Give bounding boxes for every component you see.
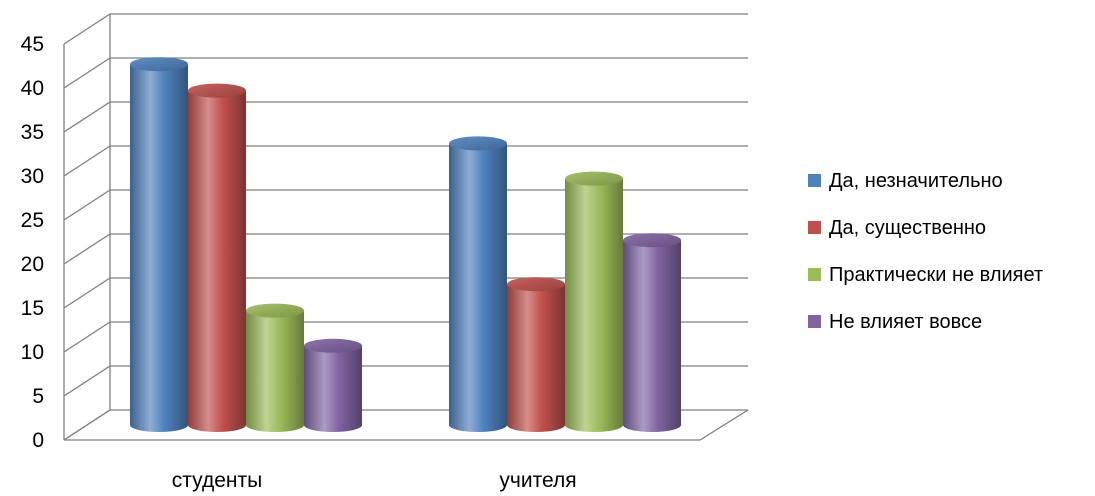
y-tick-label: 5 bbox=[32, 385, 44, 408]
bar-body bbox=[449, 143, 507, 432]
bar-top bbox=[623, 233, 681, 248]
y-tick-label: 20 bbox=[21, 253, 44, 276]
y-tick-label: 0 bbox=[32, 429, 44, 452]
bar-top bbox=[565, 171, 623, 186]
bar bbox=[304, 338, 362, 432]
bar bbox=[507, 277, 565, 432]
gridline bbox=[63, 101, 748, 133]
bar-top bbox=[507, 277, 565, 292]
bar bbox=[130, 57, 188, 432]
bar-top bbox=[130, 57, 188, 72]
gridline bbox=[63, 233, 748, 265]
y-tick-label: 10 bbox=[21, 341, 44, 364]
y-tick-label: 35 bbox=[21, 121, 44, 144]
bar-body bbox=[130, 64, 188, 432]
gridline bbox=[63, 189, 748, 221]
x-category-label: учителя bbox=[499, 469, 576, 492]
gridline bbox=[63, 13, 748, 45]
y-tick-label: 40 bbox=[21, 77, 44, 100]
legend-label: Не влияет вовсе bbox=[829, 311, 982, 333]
y-tick-label: 15 bbox=[21, 297, 44, 320]
legend-swatch bbox=[808, 268, 821, 281]
y-axis-ticks: 0 5 10 15 20 25 30 35 40 45 bbox=[21, 33, 44, 452]
x-category-label: студенты bbox=[172, 469, 262, 492]
bar-body bbox=[304, 345, 362, 432]
y-tick-label: 45 bbox=[21, 33, 44, 56]
legend-swatch bbox=[808, 315, 821, 328]
bar-top bbox=[188, 83, 246, 98]
gridline bbox=[63, 145, 748, 177]
bar-body bbox=[507, 284, 565, 432]
legend-swatch bbox=[808, 174, 821, 187]
legend-label: Да, существенно bbox=[829, 217, 986, 239]
legend-label: Практически не влияет bbox=[829, 264, 1043, 286]
bar-body bbox=[565, 178, 623, 432]
bar-body bbox=[188, 90, 246, 432]
bars bbox=[130, 57, 681, 432]
bar-top bbox=[449, 136, 507, 151]
bar-body bbox=[623, 240, 681, 432]
gridline bbox=[63, 57, 748, 89]
bar-top bbox=[304, 338, 362, 353]
legend-label: Да, незначительно bbox=[829, 170, 1003, 192]
bar-top bbox=[246, 303, 304, 318]
gridlines bbox=[63, 13, 748, 441]
bar bbox=[449, 136, 507, 432]
x-axis-categories: студенты учителя bbox=[172, 469, 577, 492]
bar bbox=[565, 171, 623, 432]
bar-body bbox=[246, 310, 304, 432]
legend: Да, незначительно Да, существенно Практиче… bbox=[808, 170, 1043, 333]
y-tick-label: 25 bbox=[21, 209, 44, 232]
y-tick-label: 30 bbox=[21, 165, 44, 188]
bar bbox=[623, 233, 681, 432]
legend-swatch bbox=[808, 221, 821, 234]
bar bbox=[188, 83, 246, 432]
bar bbox=[246, 303, 304, 432]
